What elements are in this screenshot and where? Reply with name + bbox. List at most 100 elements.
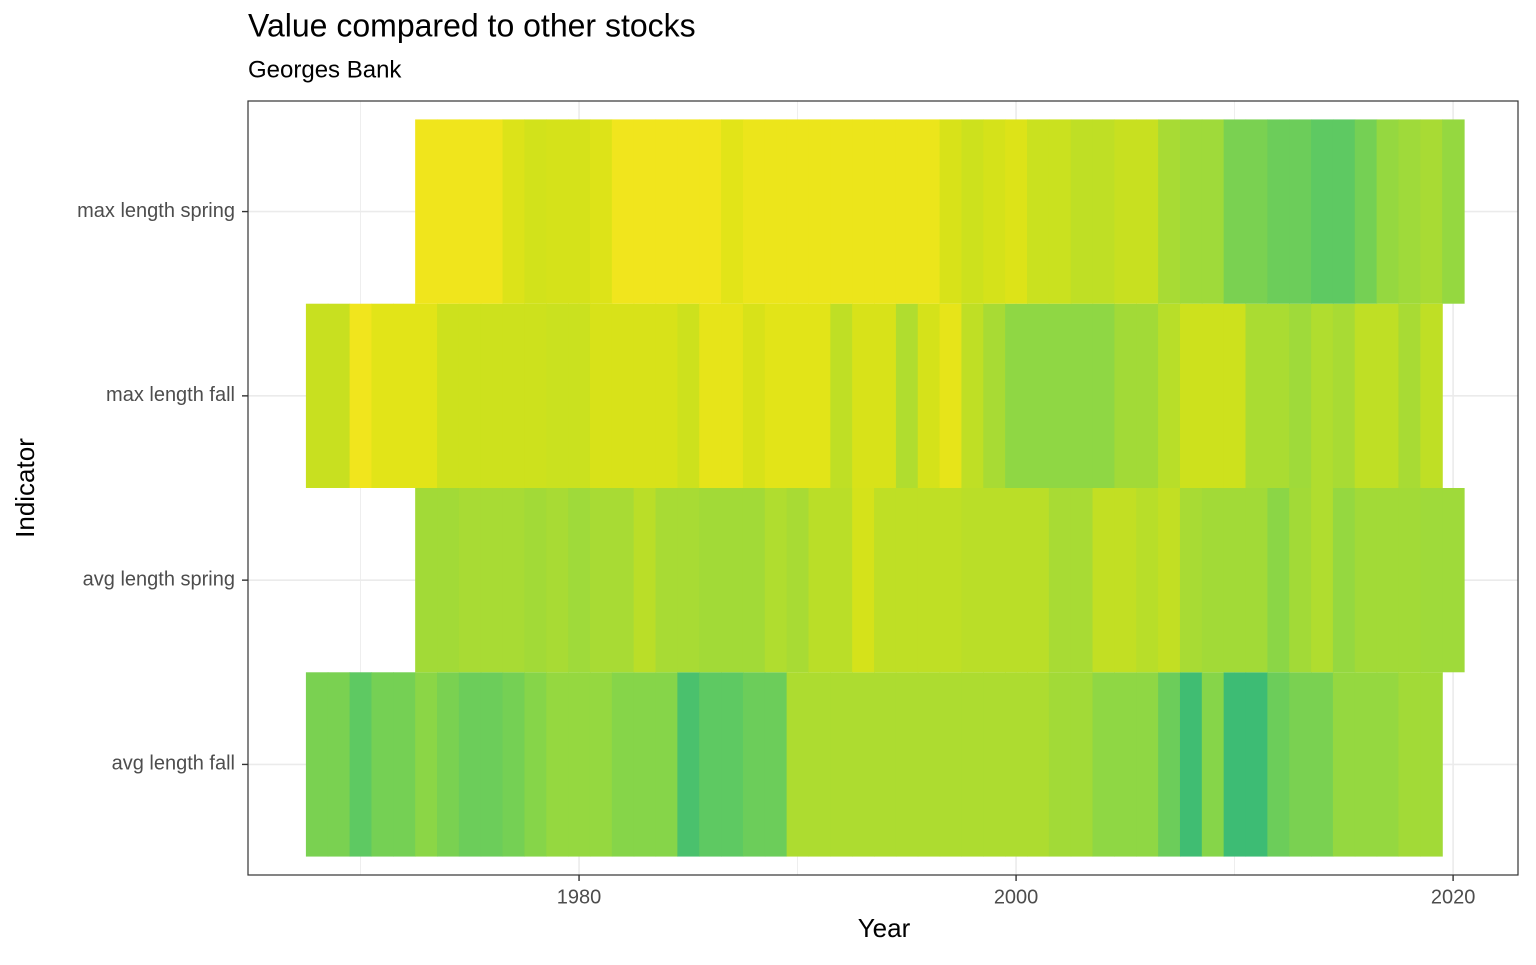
tile bbox=[1027, 488, 1050, 673]
x-tick-label: 2000 bbox=[994, 886, 1039, 908]
tile bbox=[1354, 119, 1378, 304]
tile bbox=[983, 303, 1006, 488]
tile bbox=[1179, 119, 1203, 304]
tile bbox=[1267, 119, 1290, 304]
tile bbox=[437, 672, 460, 857]
tile bbox=[1201, 672, 1225, 857]
tile bbox=[1398, 488, 1421, 673]
tile bbox=[1223, 488, 1247, 673]
tile bbox=[895, 672, 919, 857]
tile bbox=[1289, 672, 1312, 857]
tile bbox=[1027, 672, 1050, 857]
tile bbox=[699, 119, 722, 304]
tile bbox=[1398, 119, 1421, 304]
tile bbox=[1311, 488, 1334, 673]
tile bbox=[371, 672, 394, 857]
tile bbox=[786, 303, 810, 488]
tile bbox=[1245, 672, 1268, 857]
tile bbox=[437, 119, 460, 304]
chart-title: Value compared to other stocks bbox=[248, 7, 696, 43]
tile bbox=[1332, 672, 1356, 857]
tile bbox=[415, 119, 438, 304]
tile bbox=[721, 119, 744, 304]
tile bbox=[327, 303, 351, 488]
tile bbox=[437, 488, 460, 673]
tile bbox=[480, 672, 504, 857]
tile bbox=[1376, 119, 1400, 304]
x-tick-label: 2020 bbox=[1431, 886, 1476, 908]
tile bbox=[808, 119, 831, 304]
tile bbox=[742, 119, 766, 304]
tile bbox=[633, 672, 657, 857]
tile bbox=[874, 119, 897, 304]
tile bbox=[852, 672, 875, 857]
tile bbox=[502, 488, 526, 673]
tile bbox=[874, 488, 897, 673]
tile bbox=[961, 672, 984, 857]
tile bbox=[786, 672, 810, 857]
panel-border bbox=[247, 100, 1519, 876]
tile bbox=[1376, 672, 1400, 857]
tile bbox=[1005, 488, 1028, 673]
tile bbox=[1376, 303, 1400, 488]
tile bbox=[1223, 672, 1247, 857]
tile bbox=[633, 488, 657, 673]
tile bbox=[524, 488, 547, 673]
tile bbox=[458, 303, 482, 488]
tile bbox=[1332, 488, 1356, 673]
tile bbox=[611, 119, 635, 304]
tile bbox=[1420, 303, 1443, 488]
tile bbox=[961, 303, 984, 488]
tile bbox=[1332, 303, 1356, 488]
y-tick-label: max length fall bbox=[106, 384, 235, 406]
tile bbox=[1245, 119, 1268, 304]
tile bbox=[1376, 488, 1400, 673]
tile bbox=[1005, 672, 1028, 857]
tile bbox=[502, 119, 526, 304]
tile bbox=[742, 672, 766, 857]
tile bbox=[1201, 488, 1225, 673]
tile bbox=[1420, 119, 1443, 304]
tile bbox=[1158, 303, 1181, 488]
tile bbox=[742, 488, 766, 673]
tile bbox=[1289, 488, 1312, 673]
tile bbox=[874, 672, 897, 857]
tile bbox=[655, 672, 678, 857]
tile bbox=[611, 488, 635, 673]
tile bbox=[1048, 303, 1072, 488]
tile bbox=[480, 303, 504, 488]
tile bbox=[1420, 672, 1443, 857]
tile bbox=[415, 672, 438, 857]
tile bbox=[1267, 672, 1290, 857]
tile bbox=[1158, 672, 1181, 857]
tile bbox=[1201, 303, 1225, 488]
tile bbox=[611, 303, 635, 488]
tile bbox=[349, 303, 373, 488]
tile bbox=[1114, 672, 1137, 857]
tile bbox=[655, 488, 678, 673]
tile bbox=[1267, 488, 1290, 673]
tile bbox=[1048, 488, 1072, 673]
tile bbox=[371, 303, 394, 488]
tile bbox=[699, 672, 722, 857]
tile bbox=[830, 119, 853, 304]
tile bbox=[808, 303, 831, 488]
tile bbox=[1027, 119, 1050, 304]
tile bbox=[1136, 672, 1159, 857]
tile bbox=[524, 303, 547, 488]
tile bbox=[1027, 303, 1050, 488]
tile bbox=[524, 119, 547, 304]
tile bbox=[1070, 672, 1094, 857]
tile bbox=[1136, 303, 1159, 488]
tile bbox=[1420, 488, 1443, 673]
tile bbox=[1354, 303, 1378, 488]
tile bbox=[830, 303, 853, 488]
tile bbox=[1442, 488, 1465, 673]
tile bbox=[1005, 119, 1028, 304]
tile bbox=[699, 303, 722, 488]
tile bbox=[961, 488, 984, 673]
tile bbox=[961, 119, 984, 304]
tile bbox=[1114, 119, 1137, 304]
tile bbox=[1311, 119, 1334, 304]
